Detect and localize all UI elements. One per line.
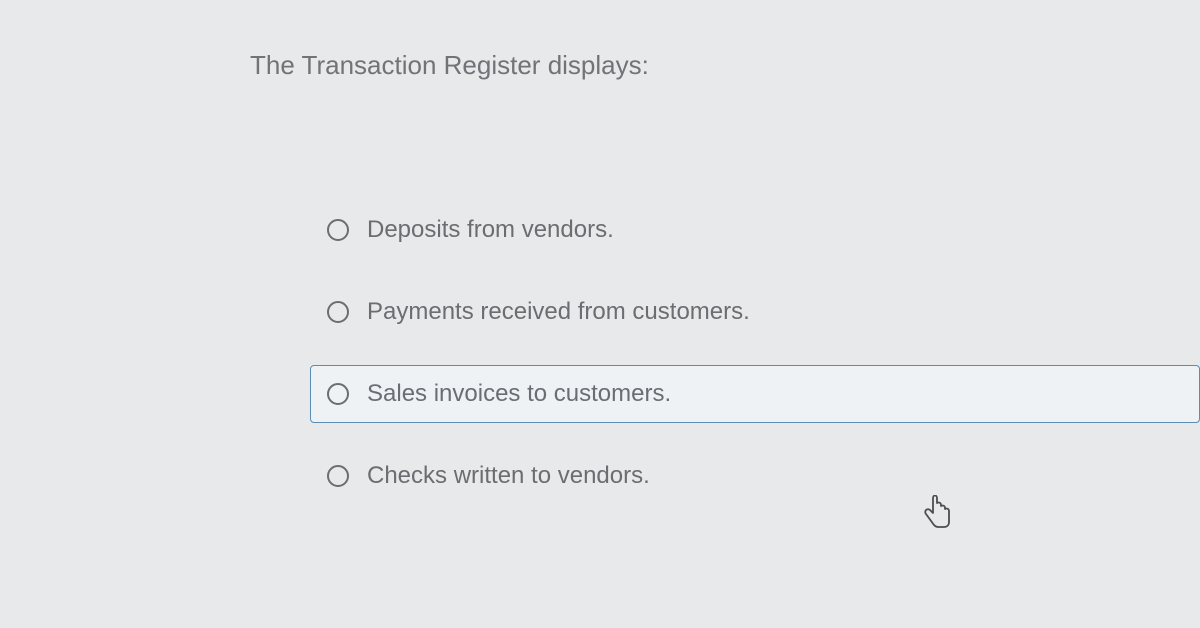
question-prompt: The Transaction Register displays: [250,50,1200,81]
option-label: Payments received from customers. [367,298,750,326]
option-payments-customers[interactable]: Payments received from customers. [310,283,1200,341]
radio-icon [327,301,349,323]
option-sales-invoices[interactable]: Sales invoices to customers. [310,365,1200,423]
pointer-cursor-icon [920,495,952,531]
option-checks-vendors[interactable]: Checks written to vendors. [310,447,1200,505]
option-label: Checks written to vendors. [367,462,650,490]
radio-options-container: Deposits from vendors. Payments received… [310,201,1200,505]
radio-icon [327,383,349,405]
radio-icon [327,465,349,487]
option-deposits-vendors[interactable]: Deposits from vendors. [310,201,1200,259]
radio-icon [327,219,349,241]
option-label: Sales invoices to customers. [367,380,671,408]
option-label: Deposits from vendors. [367,216,614,244]
